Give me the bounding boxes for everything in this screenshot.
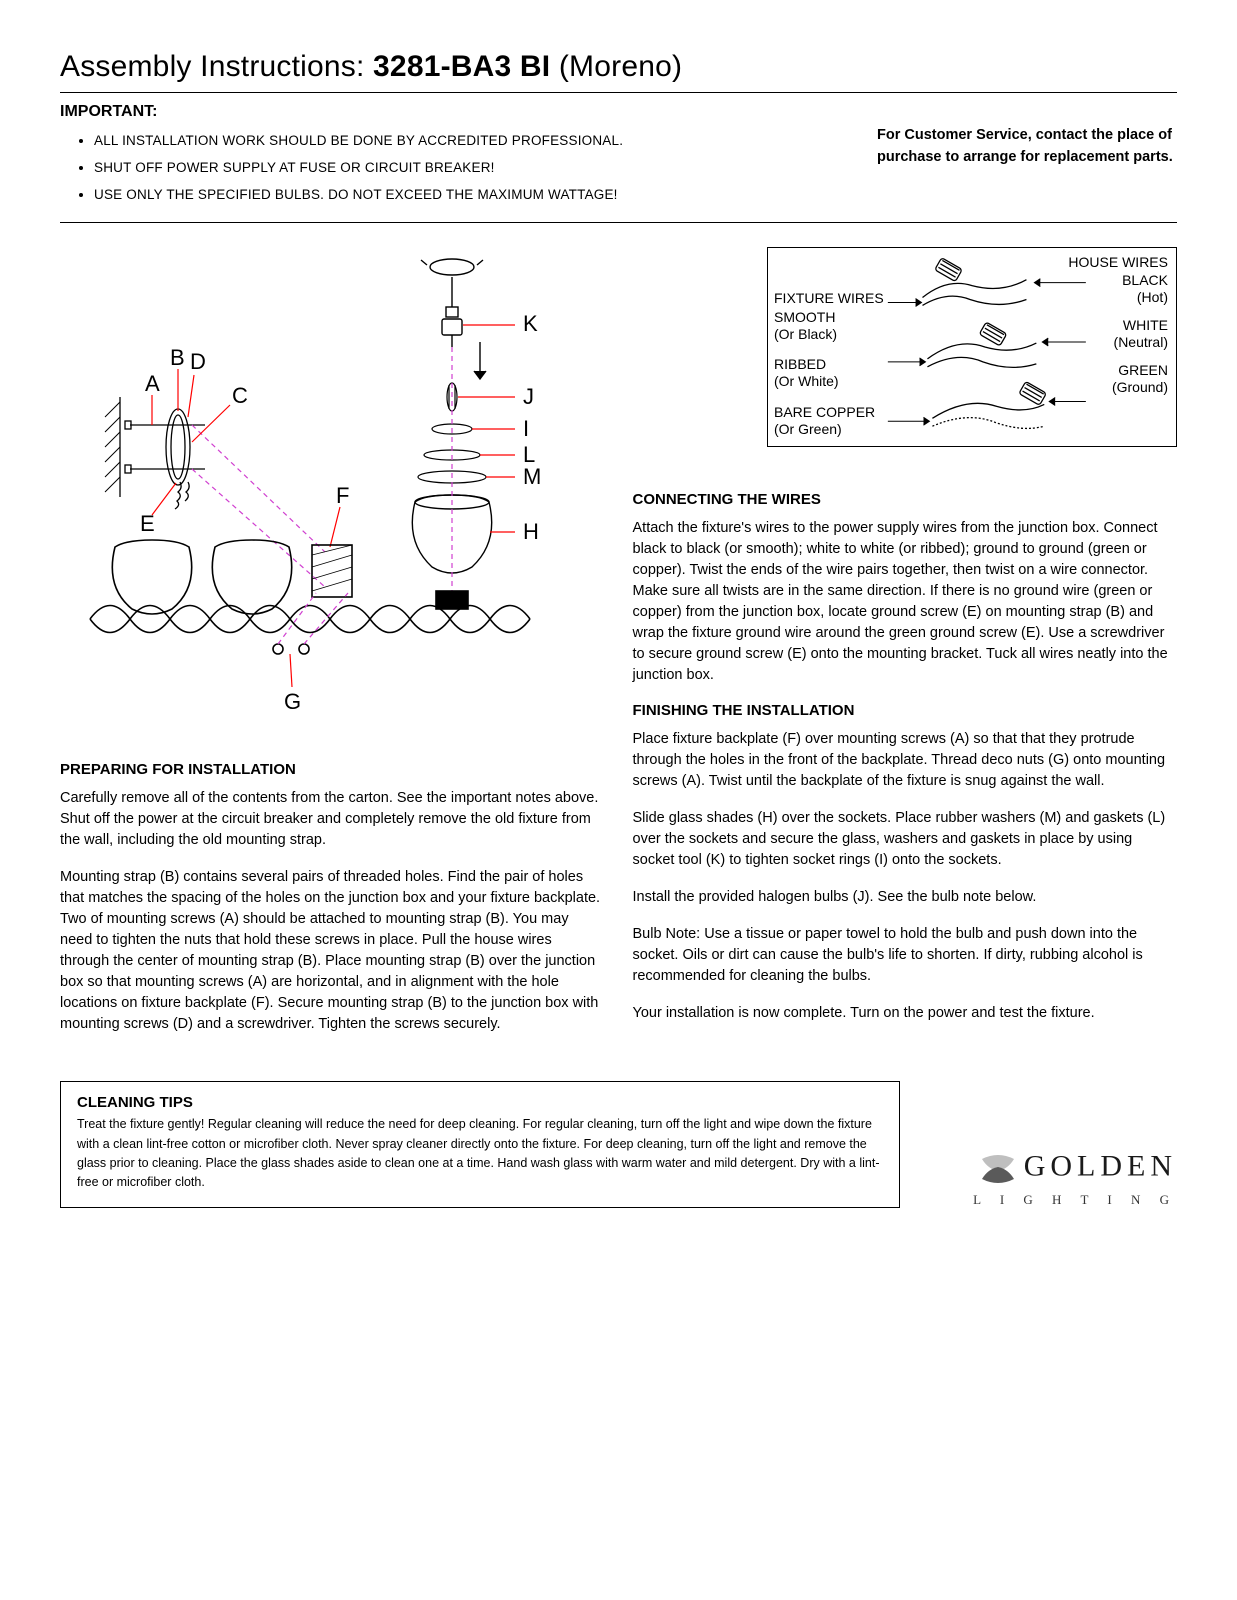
important-item: SHUT OFF POWER SUPPLY AT FUSE OR CIRCUIT… [94, 154, 837, 181]
house-wires-title: HOUSE WIRES [1068, 254, 1168, 272]
wiring-label: (Hot) [1137, 289, 1168, 305]
connecting-p: Attach the fixture's wires to the power … [633, 518, 1178, 686]
wiring-label: BLACK [1122, 272, 1168, 288]
title-bar: Assembly Instructions: 3281-BA3 BI (More… [60, 50, 1177, 93]
important-heading: IMPORTANT: [60, 103, 837, 121]
preparing-p1: Carefully remove all of the contents fro… [60, 788, 605, 851]
brand-logo: GOLDEN L I G H T I N G [947, 1149, 1177, 1208]
preparing-heading: PREPARING FOR INSTALLATION [60, 761, 605, 778]
important-item: USE ONLY THE SPECIFIED BULBS. DO NOT EXC… [94, 181, 837, 208]
important-item: ALL INSTALLATION WORK SHOULD BE DONE BY … [94, 127, 837, 154]
wiring-diagram-box: FIXTURE WIRES SMOOTH(Or Black) RIBBED(Or… [767, 247, 1177, 447]
customer-service-note: For Customer Service, contact the place … [877, 103, 1177, 169]
wiring-label: (Or Black) [774, 326, 837, 342]
title-model: 3281-BA3 BI [373, 50, 550, 83]
svg-text:F: F [336, 483, 349, 508]
tips-heading: CLEANING TIPS [77, 1094, 883, 1111]
wiring-label: (Or White) [774, 373, 839, 389]
svg-text:G: G [284, 689, 301, 714]
svg-text:E: E [140, 511, 155, 536]
title-prefix: Assembly Instructions: [60, 50, 373, 83]
svg-text:H: H [523, 519, 539, 544]
svg-text:M: M [523, 464, 541, 489]
svg-text:I: I [523, 416, 529, 441]
svg-text:J: J [523, 384, 534, 409]
finishing-heading: FINISHING THE INSTALLATION [633, 702, 1178, 719]
svg-text:C: C [232, 383, 248, 408]
cleaning-tips-box: CLEANING TIPS Treat the fixture gently! … [60, 1081, 900, 1208]
main-columns: K J I L M H [60, 247, 1177, 1051]
title-suffix: (Moreno) [550, 50, 682, 83]
preparing-p2: Mounting strap (B) contains several pair… [60, 867, 605, 1035]
assembly-diagram-svg: K J I L M H [60, 247, 600, 747]
logo-subtext: L I G H T I N G [947, 1192, 1177, 1208]
wiring-left-labels: FIXTURE WIRES SMOOTH(Or Black) RIBBED(Or… [774, 290, 884, 452]
connecting-heading: CONNECTING THE WIRES [633, 491, 1178, 508]
footer-row: CLEANING TIPS Treat the fixture gently! … [60, 1081, 1177, 1208]
finishing-p1: Place fixture backplate (F) over mountin… [633, 729, 1178, 792]
assembly-diagram: K J I L M H [60, 247, 605, 747]
wiring-label: WHITE [1123, 317, 1168, 333]
page-title: Assembly Instructions: 3281-BA3 BI (More… [60, 50, 1177, 84]
svg-text:B: B [170, 345, 185, 370]
svg-text:D: D [190, 349, 206, 374]
wiring-label: SMOOTH [774, 309, 835, 325]
wiring-label: (Ground) [1112, 379, 1168, 395]
finishing-p4: Bulb Note: Use a tissue or paper towel t… [633, 924, 1178, 987]
important-left: IMPORTANT: ALL INSTALLATION WORK SHOULD … [60, 103, 877, 208]
finishing-p5: Your installation is now complete. Turn … [633, 1003, 1178, 1024]
fixture-wires-title: FIXTURE WIRES [774, 290, 884, 307]
right-column: FIXTURE WIRES SMOOTH(Or Black) RIBBED(Or… [633, 247, 1178, 1051]
wiring-label: RIBBED [774, 356, 826, 372]
svg-text:A: A [145, 371, 160, 396]
important-list: ALL INSTALLATION WORK SHOULD BE DONE BY … [60, 127, 837, 208]
wiring-label: (Neutral) [1114, 334, 1168, 350]
wiring-right-labels: HOUSE WIRES BLACK(Hot) WHITE(Neutral) GR… [1068, 254, 1168, 397]
tips-body: Treat the fixture gently! Regular cleani… [77, 1115, 883, 1193]
logo-text: GOLDEN [1024, 1149, 1177, 1182]
svg-text:K: K [523, 311, 538, 336]
important-block: IMPORTANT: ALL INSTALLATION WORK SHOULD … [60, 103, 1177, 223]
finishing-p3: Install the provided halogen bulbs (J). … [633, 887, 1178, 908]
wiring-label: BARE COPPER [774, 404, 875, 420]
wiring-label: (Or Green) [774, 421, 842, 437]
left-column: K J I L M H [60, 247, 605, 1051]
logo-mark-icon [978, 1149, 1018, 1194]
wiring-label: GREEN [1118, 362, 1168, 378]
finishing-p2: Slide glass shades (H) over the sockets.… [633, 808, 1178, 871]
